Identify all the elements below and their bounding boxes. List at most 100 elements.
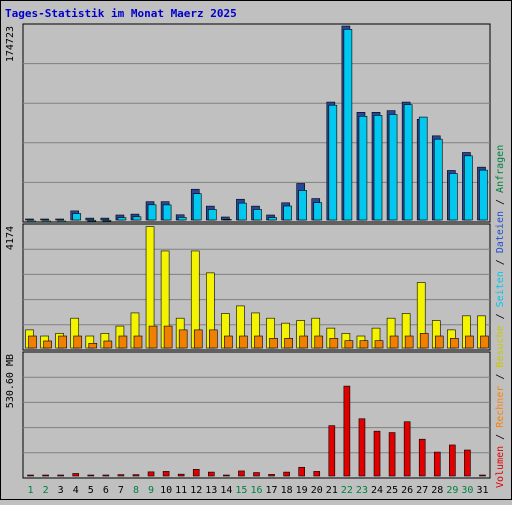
bar-seiten: [284, 338, 293, 349]
legend-item-seiten: Seiten: [495, 271, 506, 307]
bar-dateien: [464, 155, 473, 221]
x-tick-label: 28: [431, 485, 443, 496]
bar-dateien: [268, 217, 277, 221]
bar-volumen: [162, 471, 170, 477]
bar-seiten: [329, 338, 339, 349]
x-tick-label: 31: [476, 485, 488, 496]
x-tick-label: 26: [401, 485, 413, 496]
bar-dateien: [403, 104, 413, 221]
bar-volumen: [388, 432, 396, 477]
legend-separator: /: [495, 193, 506, 211]
bar-volumen: [479, 474, 486, 477]
bar-volumen: [464, 449, 471, 477]
legend-item-volumen: Volumen: [495, 446, 506, 488]
bar-seiten: [404, 335, 414, 349]
bar-volumen: [87, 474, 95, 477]
bottom-ylabel: 530.60 MB: [5, 354, 16, 408]
bar-volumen: [433, 451, 441, 477]
bar-volumen: [27, 474, 34, 477]
bar-dateien: [72, 213, 82, 221]
bar-dateien: [253, 209, 262, 221]
bar-seiten: [224, 335, 233, 349]
bar-volumen: [403, 421, 411, 477]
bar-volumen: [253, 472, 260, 477]
bar-dateien: [42, 220, 51, 223]
x-tick-label: 2: [43, 485, 49, 496]
bar-dateien: [313, 202, 323, 221]
bottom-panel-frame: [22, 351, 491, 479]
bar-volumen: [268, 474, 275, 477]
bar-dateien: [177, 217, 187, 221]
bar-seiten: [118, 335, 128, 349]
x-tick-label: 20: [311, 485, 323, 496]
bar-seiten: [163, 325, 173, 349]
x-tick-label: 18: [281, 485, 293, 496]
bar-dateien: [449, 173, 458, 221]
bar-seiten: [314, 335, 324, 349]
legend-separator: /: [495, 368, 506, 386]
bar-volumen: [418, 438, 426, 477]
bar-volumen: [449, 444, 456, 477]
bar-dateien: [27, 220, 36, 223]
middle-ylabel: 4174: [5, 226, 16, 250]
bar-volumen: [57, 474, 64, 477]
legend-item-rechner: Rechner: [495, 386, 506, 428]
bar-volumen: [177, 473, 185, 477]
legend-separator: /: [495, 307, 506, 325]
bar-dateien: [238, 202, 247, 221]
bar-dateien: [223, 219, 232, 221]
bar-seiten: [58, 335, 67, 349]
x-tick-label: 25: [386, 485, 398, 496]
bar-volumen: [298, 466, 305, 477]
bar-dateien: [343, 29, 353, 221]
bar-seiten: [148, 325, 158, 349]
bar-volumen: [132, 474, 140, 477]
chart-title: Tages-Statistik im Monat Maerz 2025: [5, 7, 237, 20]
x-tick-label: 15: [235, 485, 247, 496]
x-tick-label: 11: [175, 485, 187, 496]
x-tick-label: 27: [416, 485, 428, 496]
bar-anfragen: [25, 218, 34, 221]
x-tick-label: 7: [118, 485, 124, 496]
bar-dateien: [192, 193, 202, 221]
bar-volumen: [72, 473, 80, 477]
bar-seiten: [299, 335, 308, 349]
bar-dateien: [132, 216, 142, 221]
bar-volumen: [238, 470, 245, 477]
bar-volumen: [208, 471, 215, 477]
bar-seiten: [193, 329, 203, 349]
x-tick-label: 23: [356, 485, 368, 496]
bar-volumen: [223, 474, 230, 477]
bar-seiten: [344, 340, 354, 349]
bar-volumen: [147, 471, 155, 477]
x-tick-label: 3: [58, 485, 64, 496]
bar-dateien: [57, 220, 66, 223]
legend-item-anfragen: Anfragen: [495, 145, 506, 193]
bar-volumen: [343, 385, 351, 477]
legend: Volumen / Rechner / Besuche / Seiten / D…: [495, 145, 506, 488]
bar-seiten: [88, 343, 98, 349]
x-tick-label: 16: [250, 485, 262, 496]
bar-dateien: [373, 115, 383, 221]
bar-seiten: [239, 335, 248, 349]
x-tick-label: 1: [28, 485, 34, 496]
bar-volumen: [102, 474, 110, 477]
bar-dateien: [283, 205, 292, 221]
bar-seiten: [254, 335, 263, 349]
bar-dateien: [433, 138, 443, 221]
x-tick-label: 5: [88, 485, 94, 496]
bar-seiten: [389, 335, 399, 349]
bar-seiten: [28, 335, 37, 349]
x-tick-label: 4: [73, 485, 79, 496]
bar-volumen: [313, 471, 321, 477]
bar-dateien: [147, 204, 157, 221]
x-tick-label: 24: [371, 485, 383, 496]
bar-seiten: [359, 340, 369, 349]
bar-dateien: [162, 204, 172, 221]
x-tick-label: 6: [103, 485, 109, 496]
legend-separator: /: [495, 253, 506, 271]
legend-item-dateien: Dateien: [495, 211, 506, 253]
bar-seiten: [269, 338, 278, 349]
